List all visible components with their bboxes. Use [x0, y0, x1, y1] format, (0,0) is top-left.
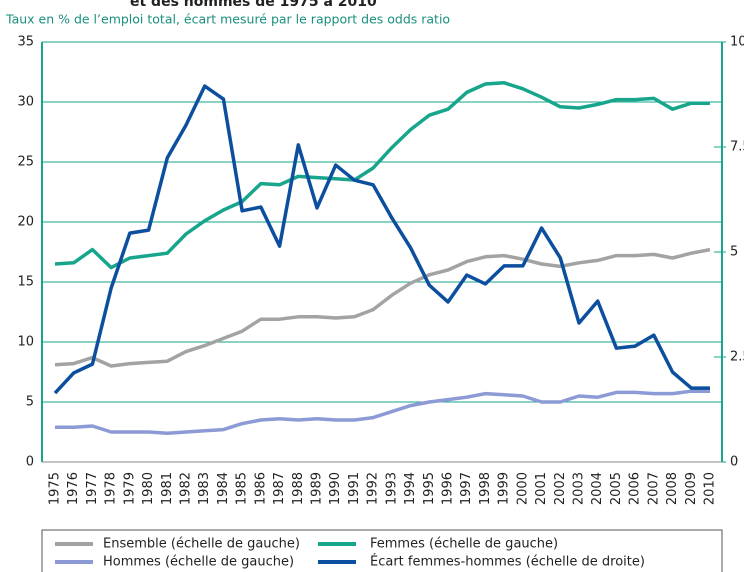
x-tick-label: 1993 — [384, 472, 399, 505]
x-tick-label: 1975 — [48, 472, 63, 505]
legend-label: Hommes (échelle de gauche) — [103, 555, 294, 570]
chart-subtitle: Taux en % de l’emploi total, écart mesur… — [5, 12, 450, 27]
x-tick-label: 1995 — [422, 472, 437, 505]
y-tick-label: 10 — [17, 335, 34, 350]
line-series — [55, 389, 710, 435]
y2-tick-label: 0 — [730, 455, 738, 470]
x-tick-label: 2002 — [553, 472, 568, 505]
x-tick-label: 1992 — [366, 472, 381, 505]
x-tick-label: 2010 — [703, 472, 718, 505]
y2-tick-label: 5 — [730, 245, 738, 260]
x-tick-label: 2000 — [515, 472, 530, 505]
legend-label: Femmes (échelle de gauche) — [370, 537, 558, 552]
x-tick-label: 1996 — [441, 472, 456, 505]
x-tick-label: 1990 — [328, 472, 343, 505]
legend-label: Écart femmes-hommes (échelle de droite) — [370, 554, 645, 570]
x-tick-label: 1979 — [122, 472, 137, 505]
x-tick-label: 1983 — [197, 472, 212, 505]
y2-tick-label: 10 — [730, 35, 744, 50]
legend-box — [41, 529, 723, 572]
x-tick-label: 1982 — [179, 472, 194, 505]
x-tick-label: 2007 — [646, 472, 661, 505]
line-series — [53, 84, 710, 395]
x-tick-label: 1989 — [310, 472, 325, 505]
y-tick-label: 25 — [17, 155, 34, 170]
x-tick-label: 1987 — [272, 472, 287, 505]
x-tick-label: 1984 — [216, 472, 231, 505]
x-tick-label: 1985 — [235, 472, 250, 505]
y-tick-label: 15 — [17, 275, 34, 290]
chart-title: et des hommes de 1975 à 2010 — [130, 0, 377, 10]
x-tick-label: 1988 — [291, 472, 306, 505]
x-tick-label: 1978 — [104, 472, 119, 505]
x-tick-label: 1998 — [478, 472, 493, 505]
y2-tick-label: 2.5 — [730, 350, 744, 365]
x-tick-label: 1997 — [459, 472, 474, 505]
x-tick-label: 2008 — [665, 472, 680, 505]
x-tick-label: 1986 — [253, 472, 268, 505]
x-tick-label: 2003 — [572, 472, 587, 505]
legend-label: Ensemble (échelle de gauche) — [103, 537, 300, 552]
x-tick-label: 1976 — [66, 472, 81, 505]
y-tick-label: 5 — [26, 395, 34, 410]
x-tick-label: 1994 — [403, 472, 418, 505]
x-tick-label: 1977 — [85, 472, 100, 505]
x-tick-label: 2006 — [628, 472, 643, 505]
x-tick-label: 1980 — [141, 472, 156, 505]
y-tick-label: 20 — [17, 215, 34, 230]
x-tick-label: 1999 — [497, 472, 512, 505]
line-series — [54, 81, 710, 270]
x-tick-label: 2001 — [534, 472, 549, 505]
x-tick-label: 2004 — [590, 472, 605, 505]
x-tick-label: 2009 — [684, 472, 699, 505]
x-tick-label: 1991 — [347, 472, 362, 505]
x-tick-label: 1981 — [160, 472, 175, 505]
y-tick-label: 0 — [26, 455, 34, 470]
y2-tick-label: 7.5 — [730, 140, 744, 155]
x-tick-label: 2005 — [609, 472, 624, 505]
y-tick-label: 30 — [17, 95, 34, 110]
line-series — [54, 247, 711, 368]
y-tick-label: 35 — [17, 35, 34, 50]
